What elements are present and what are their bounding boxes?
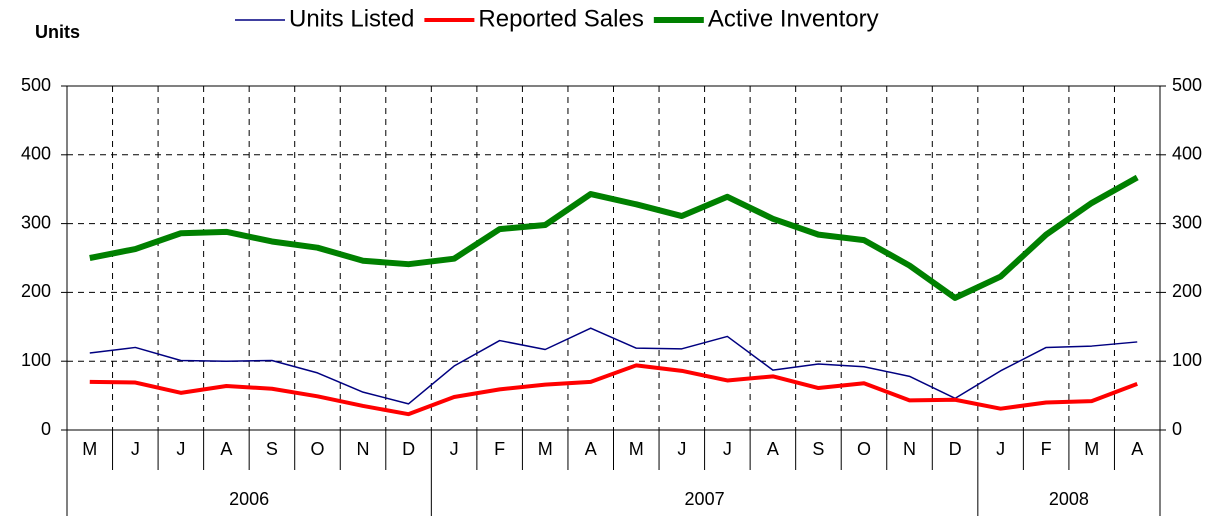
- year-label: 2008: [1049, 489, 1089, 509]
- y2-tick-label: 500: [1172, 75, 1202, 95]
- y-tick-label: 400: [21, 144, 51, 164]
- legend-label: Active Inventory: [708, 5, 879, 32]
- x-tick-label: N: [357, 439, 370, 459]
- x-tick-label: J: [723, 439, 732, 459]
- legend-label: Reported Sales: [478, 5, 643, 32]
- year-label: 2006: [229, 489, 269, 509]
- y2-tick-label: 200: [1172, 281, 1202, 301]
- y-tick-label: 500: [21, 75, 51, 95]
- legend-label: Units Listed: [289, 5, 414, 32]
- x-tick-label: J: [176, 439, 185, 459]
- x-tick-label: M: [629, 439, 644, 459]
- y2-tick-label: 300: [1172, 212, 1202, 232]
- x-tick-label: A: [767, 439, 779, 459]
- y-axis-label: Units: [35, 22, 80, 42]
- x-tick-label: J: [131, 439, 140, 459]
- y-tick-label: 100: [21, 350, 51, 370]
- y-tick-label: 300: [21, 212, 51, 232]
- x-tick-label: A: [585, 439, 597, 459]
- x-tick-label: N: [903, 439, 916, 459]
- year-label: 2007: [685, 489, 725, 509]
- x-tick-label: D: [949, 439, 962, 459]
- series-line: [89, 363, 1138, 417]
- x-tick-label: O: [857, 439, 871, 459]
- y-tick-label: 200: [21, 281, 51, 301]
- x-tick-label: J: [996, 439, 1005, 459]
- x-tick-label: A: [1131, 439, 1143, 459]
- x-tick-label: A: [220, 439, 232, 459]
- y2-tick-label: 400: [1172, 144, 1202, 164]
- series-line: [89, 327, 1138, 405]
- y2-tick-label: 0: [1172, 419, 1182, 439]
- y-tick-label: 0: [41, 419, 51, 439]
- x-tick-label: J: [450, 439, 459, 459]
- x-tick-label: D: [402, 439, 415, 459]
- x-tick-label: J: [677, 439, 686, 459]
- legend: Units Listed Reported Sales Active Invento…: [235, 5, 879, 32]
- y2-tick-label: 100: [1172, 350, 1202, 370]
- x-tick-label: F: [1041, 439, 1052, 459]
- x-tick-label: S: [266, 439, 278, 459]
- x-tick-label: F: [494, 439, 505, 459]
- x-tick-label: M: [538, 439, 553, 459]
- x-tick-label: M: [1084, 439, 1099, 459]
- x-tick-label: M: [82, 439, 97, 459]
- x-tick-label: S: [812, 439, 824, 459]
- x-tick-label: O: [310, 439, 324, 459]
- series-line: [89, 174, 1139, 301]
